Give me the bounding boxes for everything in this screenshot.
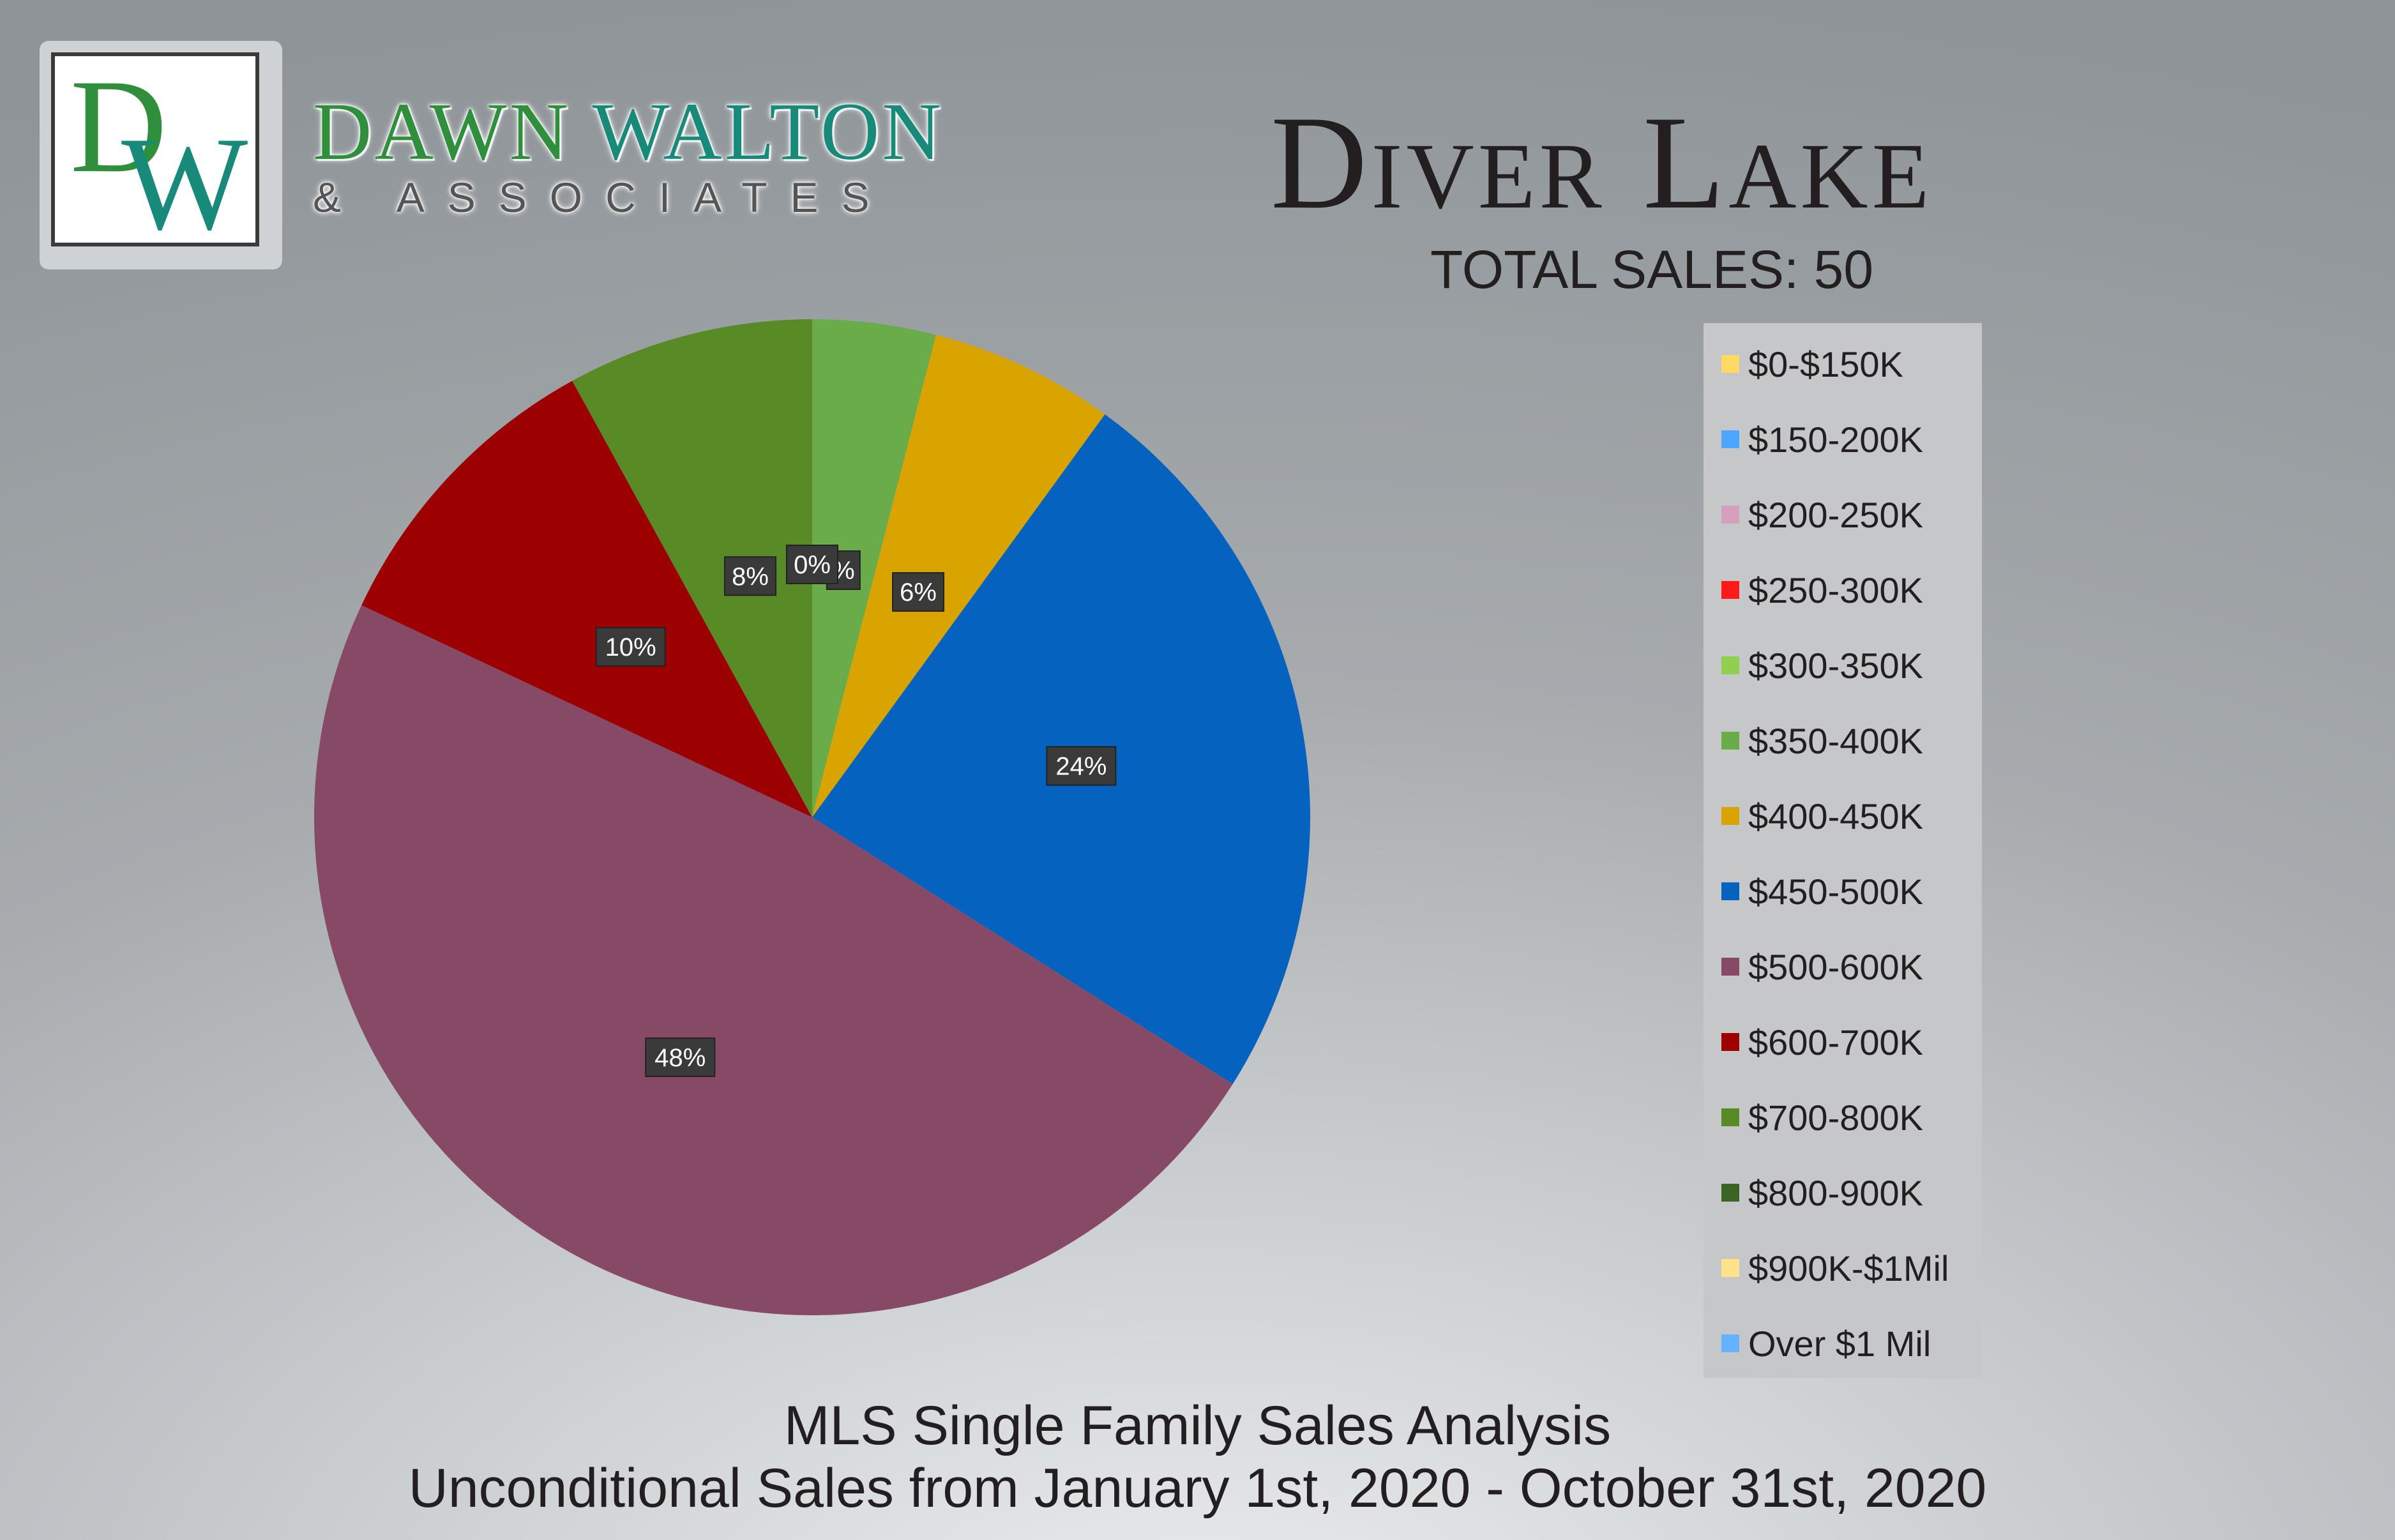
legend-item: $250-300K [1721, 570, 1924, 610]
legend-item: $350-400K [1721, 720, 1924, 761]
legend-label: $450-500K [1748, 871, 1924, 912]
svg-text:D: D [70, 56, 167, 200]
svg-text:0%: 0% [794, 551, 831, 579]
legend-label: $300-350K [1748, 645, 1924, 686]
legend-label: $500-600K [1748, 946, 1924, 987]
footer-line-1: MLS Single Family Sales Analysis [783, 1395, 1612, 1456]
data-label--600-700k: 10% [595, 627, 666, 667]
logo-monogram: D W [51, 52, 259, 246]
svg-text:W: W [121, 110, 248, 243]
pie-slice--600-700k [361, 381, 812, 817]
legend-label: $600-700K [1748, 1022, 1924, 1062]
legend-item: $0-$150K [1721, 343, 1903, 384]
legend-item: $150-200K [1721, 419, 1924, 460]
legend-item: $400-450K [1721, 796, 1924, 836]
pie-slice--700-800k [572, 319, 812, 817]
brand: DAWN WALTON & ASSOCIATES [313, 91, 944, 218]
legend-item: $300-350K [1721, 645, 1924, 686]
data-label--350-400k: % [826, 550, 861, 591]
legend-item: $450-500K [1721, 871, 1924, 912]
pie-slice--400-450k [812, 335, 1105, 817]
legend-label: $800-900K [1748, 1172, 1924, 1213]
data-label--400-450k: 6% [892, 572, 945, 612]
legend-label: $400-450K [1748, 796, 1924, 836]
legend-swatch [1721, 1108, 1739, 1126]
page-title: Diver Lake [1271, 89, 1933, 237]
legend-swatch [1721, 355, 1739, 373]
legend-swatch [1721, 430, 1739, 448]
legend-swatch [1721, 958, 1739, 976]
data-label--450-500k: 24% [1046, 746, 1117, 786]
svg-text:8%: 8% [732, 562, 769, 591]
legend-item: Over $1 Mil [1721, 1323, 1931, 1364]
total-sales: TOTAL SALES: 50 [1430, 239, 1874, 299]
svg-text:48%: 48% [654, 1044, 706, 1072]
legend-label: $0-$150K [1748, 343, 1903, 384]
legend-swatch [1721, 506, 1739, 524]
legend-label: $150-200K [1748, 419, 1924, 460]
brand-name-first: DAWN [313, 86, 593, 177]
pie-slice--500-600k [314, 605, 1233, 1315]
brand-name-last: WALTON [592, 86, 944, 177]
pie-slice--350-400k [812, 319, 936, 817]
legend-label: $200-250K [1748, 494, 1924, 535]
brand-subtitle: & ASSOCIATES [313, 174, 893, 221]
chart-legend: $0-$150K $150-200K $200-250K $250-300K $300-… [1704, 323, 1982, 1378]
data-label--500-600k: 48% [645, 1037, 716, 1077]
data-label--800-900k: 0% [786, 545, 838, 584]
legend-swatch [1721, 882, 1739, 900]
legend-swatch [1721, 732, 1739, 750]
legend-label: $900K-$1Mil [1748, 1248, 1949, 1288]
footer-line-2: Unconditional Sales from January 1st, 20… [408, 1458, 1987, 1519]
legend-item: $200-250K [1721, 494, 1924, 535]
data-label--700-800k: 8% [724, 556, 777, 596]
svg-text:24%: 24% [1055, 753, 1107, 781]
brand-name: DAWN WALTON [313, 91, 944, 172]
legend-swatch [1721, 1334, 1739, 1352]
legend-label: $250-300K [1748, 570, 1924, 610]
legend-swatch [1721, 807, 1739, 825]
legend-swatch [1721, 1184, 1739, 1202]
legend-item: $800-900K [1721, 1172, 1924, 1213]
legend-label: $700-800K [1748, 1097, 1924, 1138]
legend-label: $350-400K [1748, 720, 1924, 761]
svg-text:10%: 10% [605, 633, 656, 661]
legend-item: $600-700K [1721, 1022, 1924, 1062]
legend-swatch [1721, 581, 1739, 599]
legend-item: $500-600K [1721, 946, 1924, 987]
svg-text:6%: 6% [900, 578, 937, 607]
legend-item: $700-800K [1721, 1097, 1924, 1138]
legend-swatch [1721, 1033, 1739, 1051]
legend-item: $900K-$1Mil [1721, 1248, 1949, 1288]
logo: D W [40, 41, 282, 269]
dw-monogram-icon: D W [70, 56, 248, 243]
legend-label: Over $1 Mil [1748, 1323, 1931, 1364]
legend-swatch [1721, 656, 1739, 674]
legend-swatch [1721, 1259, 1739, 1277]
